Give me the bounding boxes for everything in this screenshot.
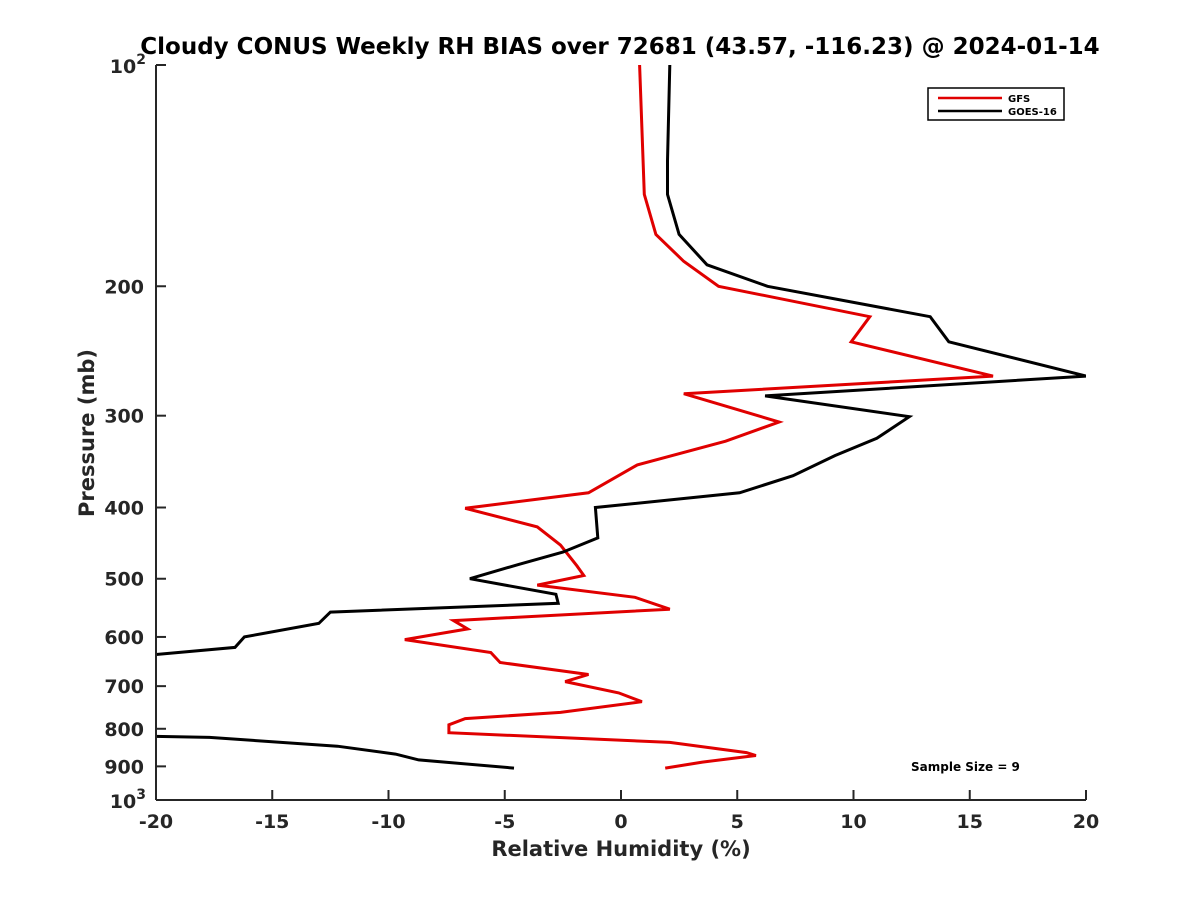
y-decade-tick-label: 103: [110, 787, 146, 813]
x-tick-label: -15: [255, 811, 289, 833]
y-tick-label: 300: [104, 406, 144, 428]
y-tick-label: 500: [104, 569, 144, 591]
y-tick-label: 900: [104, 756, 144, 778]
y-axis-label: Pressure (mb): [75, 349, 99, 517]
series-line-goes-16: [156, 65, 1086, 657]
x-axis-label: Relative Humidity (%): [491, 837, 750, 861]
x-tick-label: -20: [139, 811, 173, 833]
sample-size-annotation: Sample Size = 9: [911, 760, 1020, 774]
legend-gfs-label: GFS: [1008, 94, 1030, 105]
x-tick-label: 15: [957, 811, 983, 833]
x-tick-label: 0: [614, 811, 627, 833]
x-tick-label: 5: [731, 811, 744, 833]
y-tick-label: 600: [104, 627, 144, 649]
y-decade-tick-label: 102: [110, 52, 146, 78]
x-tick-label: -5: [494, 811, 515, 833]
x-tick-label: 10: [840, 811, 866, 833]
x-tick-label: -10: [371, 811, 405, 833]
series-line-gfs: [404, 65, 994, 770]
series-line-goes-16-lower-segment: [156, 734, 515, 770]
y-tick-label: 400: [104, 498, 144, 520]
x-tick-label: 20: [1073, 811, 1099, 833]
y-axis-ticks: 200 300 400 500 600 700 800 900 102 103: [104, 52, 166, 813]
legend-goes16-label: GOES-16: [1008, 107, 1057, 118]
series-layer: [156, 65, 1086, 770]
y-tick-label: 800: [104, 719, 144, 741]
legend-box: [927, 87, 1065, 121]
x-axis-ticks: -20 -15 -10 -5 0 5 10 15 20: [139, 790, 1099, 833]
y-tick-label: 200: [104, 276, 144, 298]
chart-title: Cloudy CONUS Weekly RH BIAS over 72681 (…: [140, 34, 1099, 60]
legend: GFS GOES-16: [927, 87, 1065, 121]
y-tick-label: 700: [104, 676, 144, 698]
